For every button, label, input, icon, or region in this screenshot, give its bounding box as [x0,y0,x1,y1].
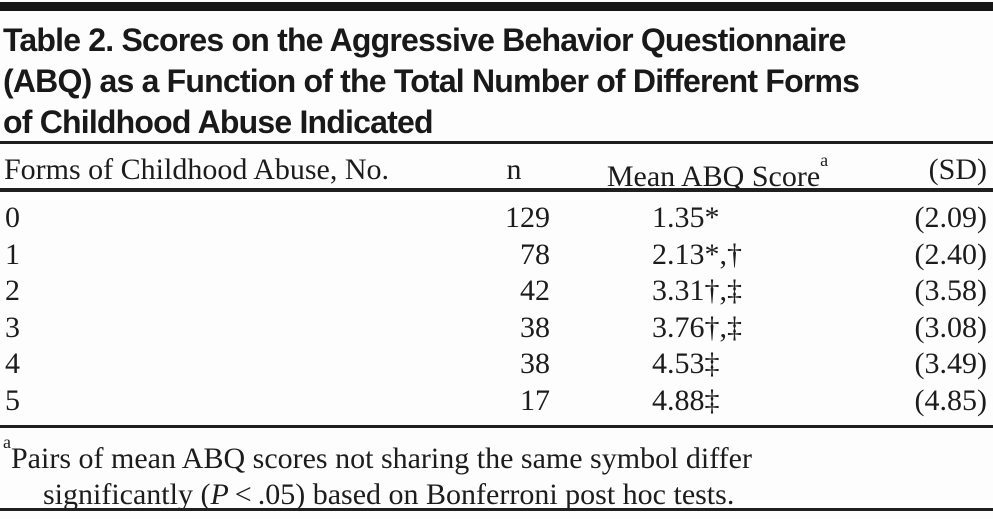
cell-sd: (3.58) [914,274,987,308]
cell-forms: 2 [5,274,20,308]
column-header-sd: (SD) [928,153,987,186]
footnote-marker: a [3,431,11,452]
cell-n: 38 [520,310,550,344]
cell-n: 129 [505,201,550,234]
cell-forms: 0 [5,201,20,234]
cell-sd: (3.08) [914,310,987,344]
cell-n: 38 [520,347,550,381]
cell-n: 78 [520,237,550,271]
column-header-mean-label: Mean ABQ Score [606,160,821,193]
cell-mean: 3.31†,‡ [652,274,742,308]
cell-sd: (4.85) [914,383,987,417]
table-row: 4 38 4.53‡ (3.49) [0,346,993,383]
cell-n: 42 [520,274,550,308]
column-header-mean-superscript: a [820,149,829,170]
cell-sd: (2.09) [914,201,987,234]
cell-forms: 4 [5,347,20,381]
cell-n: 17 [520,383,550,417]
cell-forms: 5 [5,383,20,417]
cell-sd: (2.40) [914,237,987,271]
cell-mean: 2.13*,† [652,237,742,271]
table-title-line-2: (ABQ) as a Function of the Total Number … [3,63,860,99]
footnote-line-1-text: Pairs of mean ABQ scores not sharing the… [11,442,752,475]
cell-mean: 3.76†,‡ [652,310,742,344]
table-row: 5 17 4.88‡ (4.85) [0,383,993,420]
table-row: 0 129 1.35* (2.09) [0,200,993,237]
rule-under-title [0,141,993,144]
table-title: Table 2. Scores on the Aggressive Behavi… [3,20,993,143]
column-header-mean: Mean ABQ Scorea [565,149,870,195]
footnote-line-2-pre: significantly ( [43,478,211,511]
table-footnote: aPairs of mean ABQ scores not sharing th… [3,431,983,513]
table-title-line-3: of Childhood Abuse Indicated [3,104,434,140]
table-title-line-1: Table 2. Scores on the Aggressive Behavi… [3,22,846,58]
rule-above-footnote [0,425,993,428]
cell-mean: 4.53‡ [652,347,720,381]
table-rows: 0 129 1.35* (2.09) 1 78 2.13*,† (2.40) 2 42 3.31†,… [0,200,993,420]
column-header-forms: Forms of Childhood Abuse, No. [4,153,390,186]
rule-under-header [0,188,993,192]
cell-sd: (3.49) [914,347,987,381]
footnote-line-2: significantly (P < .05) based on Bonferr… [3,477,983,513]
footnote-line-1: aPairs of mean ABQ scores not sharing th… [3,431,983,477]
cell-mean: 1.35* [652,201,720,234]
footnote-p-symbol: P [210,478,229,511]
cell-mean: 4.88‡ [652,383,720,417]
column-header-n: n [506,153,522,186]
cell-forms: 3 [5,310,20,344]
top-rule-thick [0,2,993,11]
rule-bottom [0,508,993,511]
table-header-row: Forms of Childhood Abuse, No. n Mean ABQ… [0,150,993,193]
footnote-line-2-post: < .05) based on Bonferroni post hoc test… [228,478,735,511]
table-row: 3 38 3.76†,‡ (3.08) [0,310,993,347]
table-row: 2 42 3.31†,‡ (3.58) [0,273,993,310]
cell-forms: 1 [5,237,20,271]
table-row: 1 78 2.13*,† (2.40) [0,237,993,274]
